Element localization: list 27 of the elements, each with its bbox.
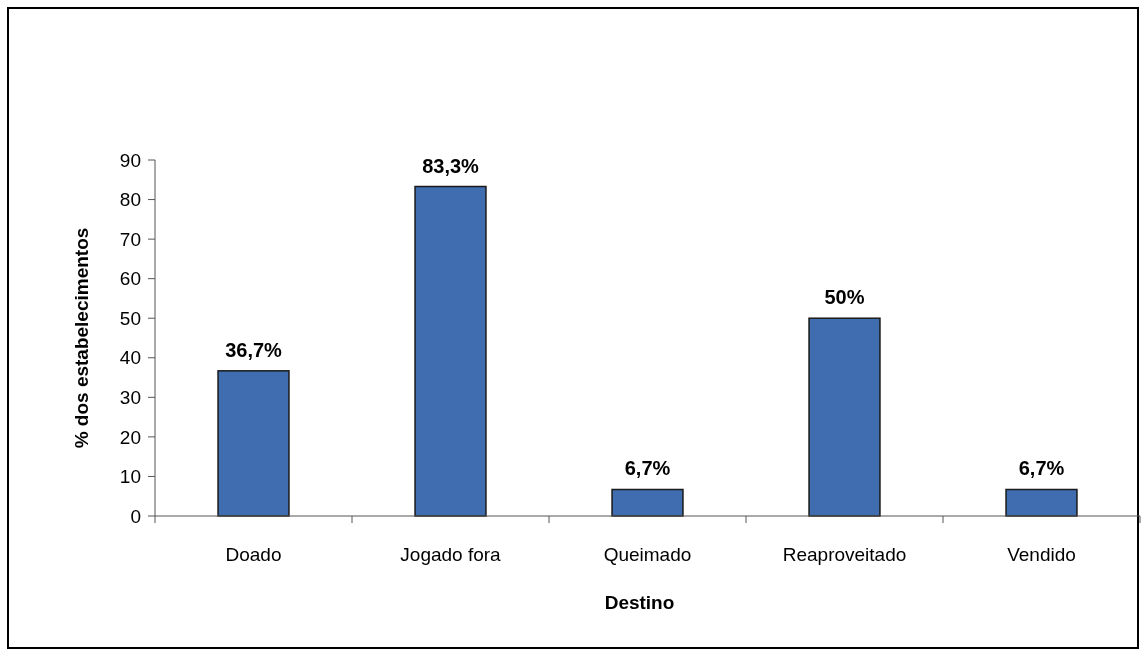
bar — [217, 370, 290, 517]
bar — [808, 317, 881, 517]
bar — [611, 488, 684, 517]
y-tick-label: 70 — [119, 228, 141, 250]
y-tick-label: 40 — [119, 347, 141, 369]
bar — [1005, 488, 1078, 517]
y-axis-title: % dos estabelecimentos — [71, 227, 92, 449]
x-tick-label: Doado — [225, 544, 282, 565]
y-tick-label: 60 — [119, 268, 141, 290]
x-tick-label: Reaproveitado — [782, 544, 907, 565]
data-label: 6,7% — [624, 457, 671, 480]
data-label: 36,7% — [225, 338, 283, 361]
data-label: 83,3% — [422, 154, 480, 177]
x-tick-label: Jogado fora — [400, 544, 502, 565]
x-axis-title: Destino — [604, 592, 675, 613]
data-label: 50% — [824, 286, 865, 309]
data-label: 6,7% — [1018, 457, 1065, 480]
y-tick-label: 20 — [119, 426, 141, 448]
bar — [414, 185, 487, 517]
x-tick-label: Queimado — [603, 544, 692, 565]
y-tick-label: 10 — [119, 466, 141, 488]
y-tick-label: 80 — [119, 189, 141, 211]
x-tick-label: Vendido — [1007, 544, 1076, 565]
y-tick-label: 50 — [119, 307, 141, 329]
y-tick-label: 90 — [119, 149, 141, 171]
y-tick-label: 30 — [119, 386, 141, 408]
y-tick-label: 0 — [130, 505, 141, 527]
